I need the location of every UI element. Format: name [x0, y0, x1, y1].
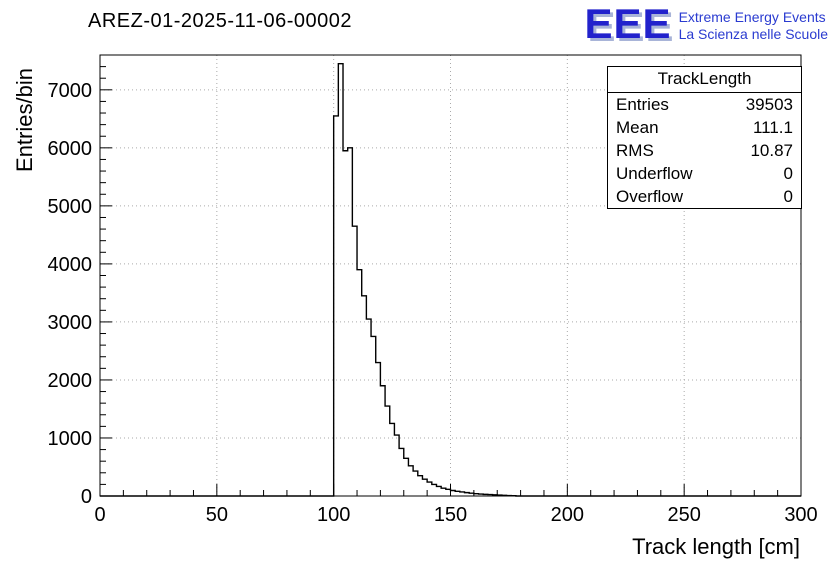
x-tick-label: 300 [784, 504, 817, 526]
stats-row-value: 0 [783, 164, 793, 183]
x-tick-label: 0 [94, 504, 105, 526]
stats-box-title: TrackLength [608, 67, 801, 93]
stats-row: RMS 10.87 [608, 139, 801, 162]
y-tick-label: 1000 [48, 428, 93, 450]
x-tick-label: 250 [667, 504, 700, 526]
stats-row-value: 10.87 [750, 141, 793, 160]
stats-box: TrackLength Entries 39503 Mean 111.1 RMS 10.8… [607, 66, 802, 209]
stats-row-value: 111.1 [752, 118, 793, 137]
stats-row-label: RMS [616, 141, 654, 160]
eee-logo-text: Extreme Energy Events La Scienza nelle S… [679, 6, 828, 43]
y-tick-label: 6000 [48, 138, 93, 160]
plot-title: AREZ-01-2025-11-06-00002 [88, 10, 353, 32]
stats-row: Underflow 0 [608, 162, 801, 185]
y-tick-label: 2000 [48, 370, 93, 392]
stats-row-label: Underflow [616, 164, 693, 183]
eee-logo: EEE Extreme Energy Events La Scienza nel… [584, 0, 828, 47]
y-axis-label: Entries/bin [12, 68, 37, 172]
x-tick-label: 50 [206, 504, 228, 526]
stats-row-label: Entries [616, 95, 669, 114]
x-tick-label: 100 [317, 504, 350, 526]
eee-logo-line2: La Scienza nelle Scuole [678, 26, 828, 42]
x-tick-label: 150 [434, 504, 467, 526]
eee-logo-line1: Extreme Energy Events [678, 9, 826, 25]
y-tick-label: 5000 [48, 196, 93, 218]
x-axis-label: Track length [cm] [632, 534, 800, 559]
stats-row: Entries 39503 [608, 93, 801, 116]
stats-row-label: Mean [616, 118, 659, 137]
stats-row-value: 39503 [745, 95, 793, 114]
y-tick-label: 4000 [48, 254, 93, 276]
y-tick-label: 3000 [48, 312, 93, 334]
eee-logo-letters: EEE [584, 0, 672, 47]
histogram-line [100, 63, 801, 497]
stats-row: Overflow 0 [608, 185, 801, 208]
x-tick-label: 200 [551, 504, 584, 526]
stats-rows: Entries 39503 Mean 111.1 RMS 10.87 Underflow 0 O… [608, 93, 801, 208]
stats-row-value: 0 [783, 187, 793, 206]
y-tick-label: 0 [81, 486, 92, 508]
stats-row-label: Overflow [616, 187, 684, 206]
stats-row: Mean 111.1 [608, 116, 801, 139]
y-tick-label: 7000 [48, 80, 93, 102]
